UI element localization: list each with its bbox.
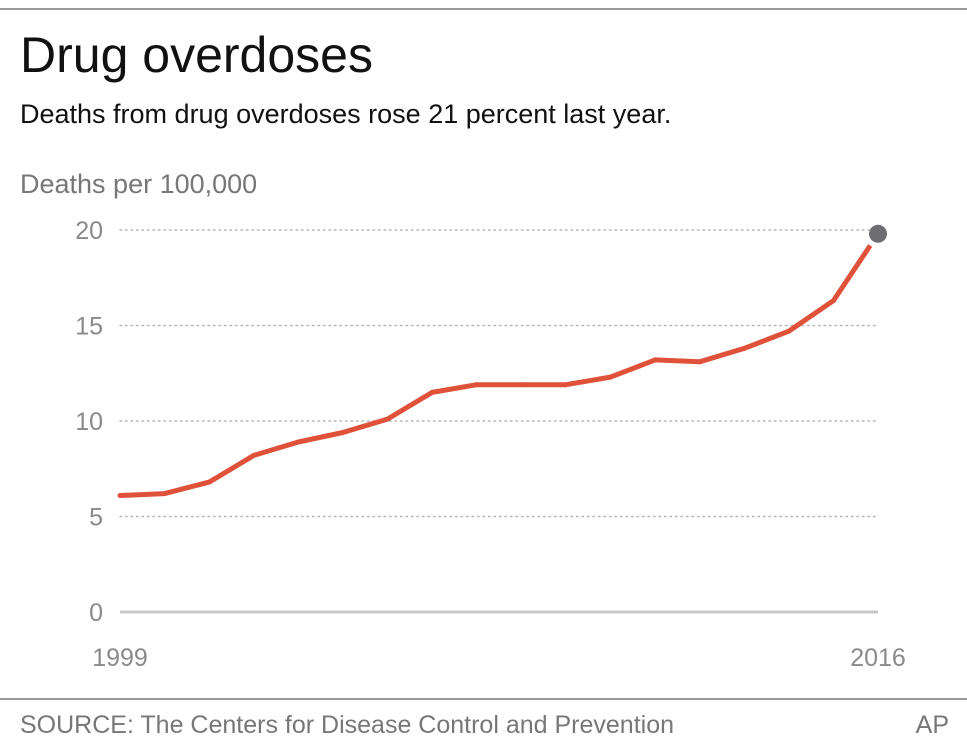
data-point bbox=[117, 493, 123, 498]
bottom-rule bbox=[0, 698, 967, 700]
data-point bbox=[340, 430, 346, 435]
y-axis-label: Deaths per 100,000 bbox=[20, 169, 258, 199]
y-tick-labels: 0 5 10 15 20 bbox=[75, 217, 103, 627]
y-tick-label: 15 bbox=[75, 313, 103, 341]
top-rule bbox=[0, 8, 967, 10]
y-tick-label: 5 bbox=[89, 504, 103, 532]
data-point bbox=[741, 345, 747, 351]
data-point bbox=[652, 357, 658, 363]
line-chart: 0 5 10 15 20 1999 2016 bbox=[75, 217, 906, 672]
x-tick-labels: 1999 2016 bbox=[92, 644, 906, 672]
data-point bbox=[697, 359, 703, 365]
x-tick-label: 2016 bbox=[850, 644, 906, 672]
data-point bbox=[474, 382, 480, 388]
y-tick-label: 20 bbox=[75, 217, 103, 245]
series-line bbox=[117, 224, 887, 498]
data-point bbox=[295, 439, 301, 445]
gridlines bbox=[119, 229, 878, 614]
data-point bbox=[563, 382, 569, 388]
x-tick-label: 1999 bbox=[92, 644, 148, 672]
series-line-path bbox=[119, 244, 873, 498]
chart-subtitle: Deaths from drug overdoses rose 21 perce… bbox=[20, 99, 672, 129]
data-point bbox=[786, 328, 792, 334]
source-note: SOURCE: The Centers for Disease Control … bbox=[20, 711, 675, 739]
endpoint-marker bbox=[869, 224, 887, 243]
data-point bbox=[385, 416, 390, 422]
data-point bbox=[429, 389, 435, 395]
data-point bbox=[518, 382, 524, 388]
chart-title: Drug overdoses bbox=[20, 27, 373, 83]
y-tick-label: 0 bbox=[89, 599, 103, 627]
data-point bbox=[830, 298, 836, 304]
credit-label: AP bbox=[915, 711, 949, 739]
y-tick-label: 10 bbox=[75, 408, 103, 436]
data-point bbox=[206, 479, 212, 485]
data-point bbox=[608, 374, 613, 380]
data-point bbox=[251, 452, 257, 458]
data-point bbox=[162, 491, 168, 497]
